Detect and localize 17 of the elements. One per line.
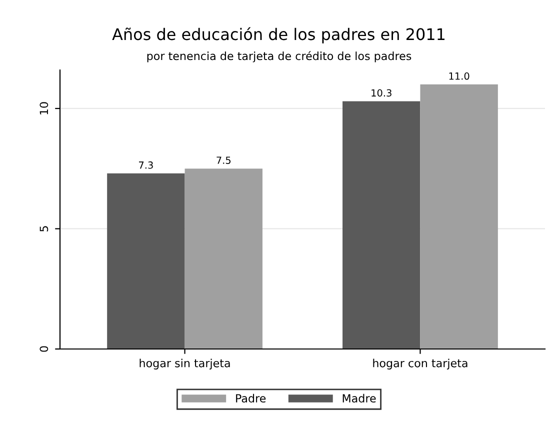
legend-label: Padre [236,394,266,403]
bar [107,173,185,349]
y-tick-label: 0 [40,346,48,352]
y-tick-label: 5 [40,226,48,232]
data-label: 11.0 [449,72,470,80]
data-label: 7.5 [216,156,231,164]
bar [342,101,420,349]
x-tick-label: hogar con tarjeta [373,358,468,370]
x-tick-label: hogar sin tarjeta [140,358,230,370]
bar [420,84,498,349]
y-tick-label: 10 [40,102,48,114]
chart-subtitle: por tenencia de tarjeta de crédito de los padres [147,51,412,62]
bar [184,168,262,349]
chart-title: Años de educación de los padres en 2011 [112,27,444,44]
data-label: 7.3 [139,161,153,169]
data-label: 10.3 [372,89,392,97]
legend-label: Madre [342,394,376,403]
